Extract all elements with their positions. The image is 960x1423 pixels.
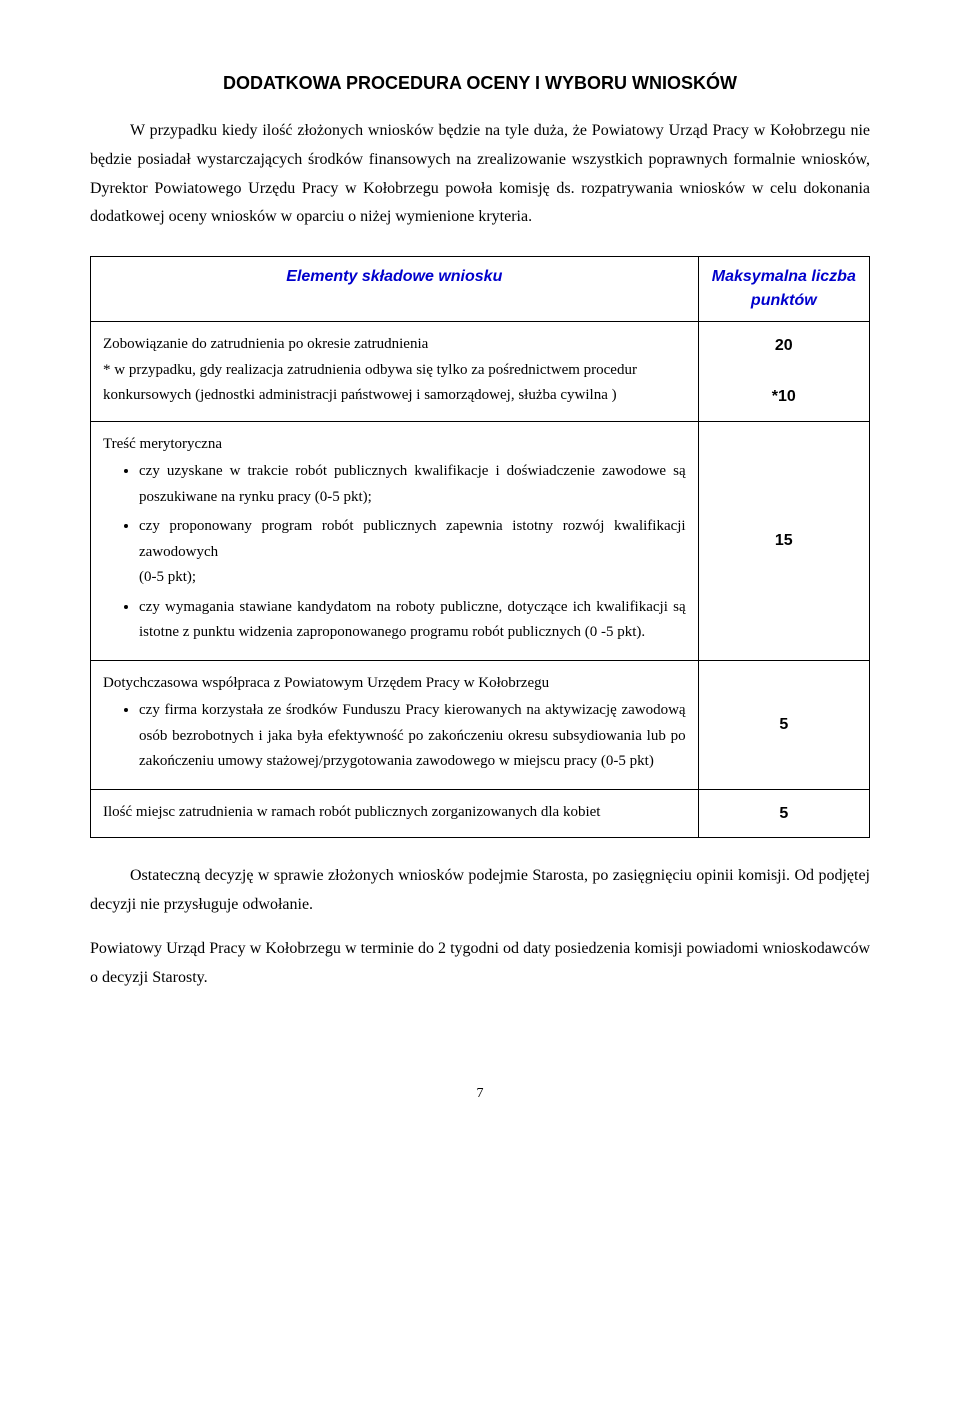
row2-points: 15 xyxy=(698,421,869,660)
row1-points-mid: *10 xyxy=(705,383,863,410)
list-item: czy wymagania stawiane kandydatom na rob… xyxy=(139,595,686,646)
row3-points: 5 xyxy=(698,660,869,789)
row3-content: Dotychczasowa współpraca z Powiatowym Ur… xyxy=(91,660,699,789)
row4-content: Ilość miejsc zatrudnienia w ramach robót… xyxy=(91,789,699,837)
page-number: 7 xyxy=(90,1083,870,1104)
list-item: czy proponowany program robót publicznyc… xyxy=(139,514,686,591)
table-row: Zobowiązanie do zatrudnienia po okresie … xyxy=(91,322,870,421)
row3-heading: Dotychczasowa współpraca z Powiatowym Ur… xyxy=(103,671,686,697)
table-header-elements: Elementy składowe wniosku xyxy=(91,257,699,322)
row1-note: * w przypadku, gdy realizacja zatrudnien… xyxy=(103,358,686,409)
row2-heading: Treść merytoryczna xyxy=(103,432,686,458)
row1-heading: Zobowiązanie do zatrudnienia po okresie … xyxy=(103,332,686,358)
row2-content: Treść merytoryczna czy uzyskane w trakci… xyxy=(91,421,699,660)
criteria-table: Elementy składowe wniosku Maksymalna lic… xyxy=(90,256,870,838)
row4-points: 5 xyxy=(698,789,869,837)
row2-bullets: czy uzyskane w trakcie robót publicznych… xyxy=(103,459,686,646)
table-row: Ilość miejsc zatrudnienia w ramach robót… xyxy=(91,789,870,837)
page-title: DODATKOWA PROCEDURA OCENY I WYBORU WNIOS… xyxy=(90,70,870,97)
closing-para-1: Ostateczną decyzję w sprawie złożonych w… xyxy=(90,862,870,920)
row4-heading: Ilość miejsc zatrudnienia w ramach robót… xyxy=(103,804,600,820)
row1-content: Zobowiązanie do zatrudnienia po okresie … xyxy=(91,322,699,421)
table-row: Treść merytoryczna czy uzyskane w trakci… xyxy=(91,421,870,660)
closing-para-2: Powiatowy Urząd Pracy w Kołobrzegu w ter… xyxy=(90,935,870,993)
row3-bullets: czy firma korzystała ze środków Funduszu… xyxy=(103,698,686,775)
table-header-points: Maksymalna liczba punktów xyxy=(698,257,869,322)
list-item: czy firma korzystała ze środków Funduszu… xyxy=(139,698,686,775)
table-row: Dotychczasowa współpraca z Powiatowym Ur… xyxy=(91,660,870,789)
row1-points-top: 20 xyxy=(705,332,863,359)
list-item: czy uzyskane w trakcie robót publicznych… xyxy=(139,459,686,510)
intro-paragraph: W przypadku kiedy ilość złożonych wniosk… xyxy=(90,117,870,232)
row1-points: 20 *10 xyxy=(698,322,869,421)
